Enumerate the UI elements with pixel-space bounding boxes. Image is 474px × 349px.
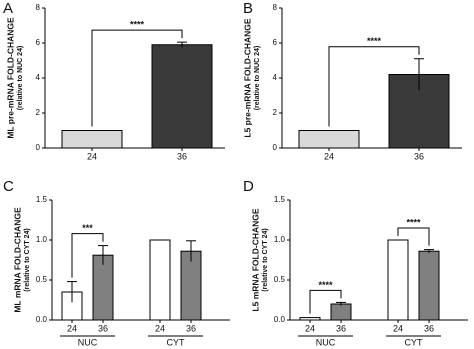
x-tick-label: 36 bbox=[414, 151, 424, 161]
x-tick-label: 36 bbox=[98, 323, 108, 333]
bar bbox=[418, 250, 440, 321]
y-axis-label: ML pre-mRNA FOLD-CHANGE bbox=[5, 17, 15, 139]
group-label: NUC bbox=[316, 337, 336, 347]
y-tick-label: 4 bbox=[36, 73, 41, 82]
x-tick-label: 36 bbox=[177, 151, 187, 161]
significance-bracket bbox=[91, 29, 183, 127]
y-tick-label: 0.5 bbox=[274, 275, 286, 284]
significance-stars: **** bbox=[130, 20, 145, 30]
y-tick-label: 2 bbox=[273, 108, 278, 117]
x-tick-label: 24 bbox=[87, 151, 97, 161]
y-axis-sublabel: (relative to CYT 24) bbox=[262, 228, 269, 291]
x-tick-label: 24 bbox=[155, 323, 165, 333]
group-label: CYT bbox=[405, 337, 424, 347]
y-tick-label: 1.0 bbox=[36, 235, 48, 244]
x-tick-label: 36 bbox=[424, 323, 434, 333]
y-tick-label: 6 bbox=[36, 38, 41, 47]
x-tick-label: 36 bbox=[336, 323, 346, 333]
y-axis-sublabel: (relative to NUC 24) bbox=[17, 46, 24, 111]
significance-stars: **** bbox=[367, 36, 382, 46]
bar bbox=[61, 130, 123, 149]
y-axis-sublabel: (relative to CYT 24) bbox=[24, 228, 31, 291]
y-axis-sublabel: (relative to NUC 24) bbox=[254, 46, 261, 111]
y-tick-label: 1.5 bbox=[36, 195, 48, 204]
bar bbox=[298, 130, 360, 149]
y-axis-label: L5 mRNA FOLD-CHANGE bbox=[250, 208, 260, 311]
y-tick-label: 4 bbox=[273, 73, 278, 82]
bar bbox=[299, 317, 321, 321]
y-tick-label: 0 bbox=[273, 143, 278, 152]
group-label: NUC bbox=[78, 337, 98, 347]
significance-bracket bbox=[397, 227, 430, 246]
y-axis-label: L5 pre-mRNA FOLD-CHANGE bbox=[242, 18, 252, 137]
y-tick-label: 0.5 bbox=[36, 275, 48, 284]
y-tick-label: 1.5 bbox=[274, 195, 286, 204]
significance-stars: **** bbox=[406, 217, 421, 227]
bar bbox=[330, 303, 352, 321]
panel-label: B bbox=[243, 0, 253, 17]
y-tick-label: 0.0 bbox=[36, 315, 48, 324]
y-tick-label: 0 bbox=[36, 143, 41, 152]
x-tick-label: 36 bbox=[186, 323, 196, 333]
x-tick-label: 24 bbox=[393, 323, 403, 333]
bar bbox=[149, 239, 171, 321]
panel-label: C bbox=[3, 178, 14, 195]
bar bbox=[387, 239, 409, 321]
significance-bracket bbox=[71, 233, 104, 278]
y-tick-label: 1.0 bbox=[274, 235, 286, 244]
y-tick-label: 0.0 bbox=[274, 315, 286, 324]
group-label: CYT bbox=[167, 337, 186, 347]
significance-stars: **** bbox=[318, 280, 333, 290]
panel-label: D bbox=[243, 178, 254, 195]
panel-label: A bbox=[3, 0, 13, 17]
x-tick-label: 24 bbox=[305, 323, 315, 333]
x-tick-label: 24 bbox=[324, 151, 334, 161]
y-tick-label: 8 bbox=[36, 3, 41, 12]
y-axis-label: ML mRNA FOLD-CHANGE bbox=[12, 207, 22, 313]
bar bbox=[92, 254, 114, 321]
significance-bracket bbox=[309, 289, 342, 314]
y-tick-label: 2 bbox=[36, 108, 41, 117]
significance-bracket bbox=[328, 46, 420, 127]
significance-stars: *** bbox=[82, 223, 93, 233]
y-tick-label: 8 bbox=[273, 3, 278, 12]
y-tick-label: 6 bbox=[273, 38, 278, 47]
bar bbox=[151, 44, 213, 149]
x-tick-label: 24 bbox=[67, 323, 77, 333]
